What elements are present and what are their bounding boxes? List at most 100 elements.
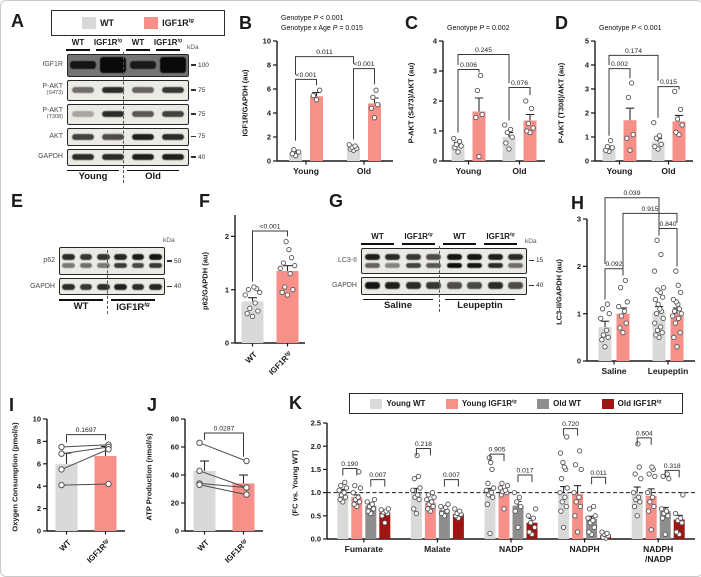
y-tick-label: 4 [37,482,42,491]
bar [241,301,264,343]
protein-band [62,254,76,260]
data-point [502,487,508,493]
data-point [452,506,458,512]
y-tick-label: 2 [37,504,41,513]
data-point [289,151,295,157]
data-point [284,292,291,298]
data-point [504,482,511,489]
data-point [647,499,653,505]
data-point [484,501,490,507]
data-point [659,515,666,521]
y-tick-label: 3 [585,85,589,94]
lane-header: WT [123,39,153,51]
chart-I: 0 2 4 6 8 10 Oxygen Consumption (pmol/s) 0.1697… [11,415,125,565]
kda-marker: 75 [189,87,219,94]
legend-item: Young IGF1Rtg [445,398,517,409]
data-point [603,327,610,333]
blot-lane [465,278,486,294]
data-point [507,126,514,133]
data-point [455,149,461,155]
p-value-bracket [443,479,459,487]
panel-d: D 0 1 2 3 4 5 P-AKT (T308)/AKT (au) 0.002 0.015 0… [553,11,699,183]
data-point [497,485,504,491]
panel-j-label: J [147,395,158,415]
blot-strip [67,53,189,77]
protein-band [161,154,185,160]
blot-strip [361,276,527,295]
panel-f-chart: 0 1 2 p62/GAPDH (au) <0.001 WT IGF1Rtg [197,189,323,389]
data-point [576,494,582,500]
protein-band [101,87,125,93]
y-tick-label: 1 [433,127,437,136]
data-point [424,496,430,503]
data-point [485,480,491,486]
data-point [474,87,481,94]
y-tick-label: 2 [585,109,589,118]
data-point [558,508,564,514]
protein-band [385,253,401,260]
protein-band [364,282,380,289]
protein-band [467,282,483,289]
data-point [674,344,680,350]
data-point [574,529,581,535]
category-label: NADP [499,544,523,554]
data-point [425,492,432,498]
p-value-bracket [591,476,607,485]
data-point [620,329,626,336]
p-value-label: 0.218 [415,441,432,448]
blot-lane [158,129,188,145]
blot-lane [128,150,158,165]
panel-k-legend: Young WT Young IGF1Rtg Old WT Old IGF1Rtg [349,393,683,414]
kda-marker: 75 [189,133,219,140]
data-point [590,503,597,510]
protein-band [101,133,125,140]
protein-band [148,263,162,268]
p-value-bracket [517,474,533,482]
panel-h-chart: 0 1 2 3 LC3-II/GAPDH (au) 0.092 0.840 0.915 0.03… [551,187,701,389]
y-tick-label: 0 [37,527,41,536]
bar [498,491,510,539]
panel-e-label: E [11,191,24,211]
data-point [651,268,658,274]
protein-band [446,282,462,289]
data-point [600,332,607,338]
p-value-label: 0.245 [475,47,492,54]
p-value-bracket [563,428,579,436]
p-value-label: 0.840 [659,221,676,228]
p-value-bracket [664,469,680,478]
lane-header: IGF1Rtg [153,38,183,51]
data-point [598,315,604,322]
p-value-label: 0.318 [664,463,681,470]
blot-lane [68,129,98,145]
y-axis-label: (FC vs. Young WT) [291,450,300,516]
data-point [504,129,511,136]
p-value-label: 0.015 [660,79,677,86]
y-tick-label: 4 [585,61,590,70]
data-point [290,287,296,293]
data-point [279,289,285,295]
data-point [523,98,529,104]
data-point [651,119,657,126]
p-value-label: 0.039 [623,190,640,197]
bar [438,509,450,539]
data-point [245,287,252,293]
data-point [605,334,611,340]
p-value-bracket [622,212,678,274]
y-tick-label: 0 [267,157,271,166]
data-point [573,499,579,505]
data-point [499,480,505,486]
blot-lane [98,55,128,76]
data-point [564,485,570,491]
blot: WT IGF1Rtg WT IGF1Rtg kDa LC3-II 15 GAPDH 40 Sali… [331,232,549,313]
data-point [677,329,683,336]
blot-lane [68,150,98,165]
blot-lane [68,55,98,76]
data-point [439,510,445,517]
chart-K: 0.0 0.5 1.0 1.5 2.0 2.5 (FC vs. Young WT) 0.190… [291,419,695,564]
data-point [410,487,416,493]
data-point [660,473,666,480]
data-point [456,138,463,145]
data-point [530,125,536,131]
protein-band [79,254,93,260]
